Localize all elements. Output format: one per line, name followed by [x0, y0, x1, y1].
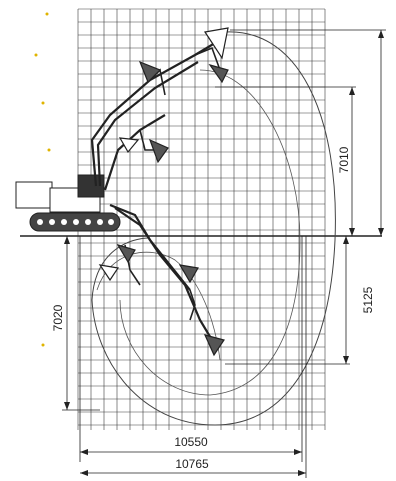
bucket-lower	[98, 243, 225, 357]
dig-arc	[96, 251, 221, 361]
dimension-max-digging-height	[230, 29, 386, 236]
dimension-max-dump-height	[215, 86, 356, 236]
excavator-body	[15, 174, 121, 232]
max-digging-depth-label: 5125	[361, 286, 375, 313]
marker-dots	[34, 12, 51, 347]
dimension-max-reach	[80, 236, 307, 478]
outer-reach-envelope	[91, 31, 336, 426]
inner-reach-envelope	[119, 69, 301, 396]
dimension-max-vertical-wall-depth	[62, 236, 100, 411]
max-reach-at-ground-label: 10550	[174, 435, 208, 449]
cab	[15, 181, 53, 209]
max-digging-height-label: 9065	[393, 124, 396, 151]
max-dump-height-label: 7010	[337, 146, 351, 173]
bucket-upper	[118, 27, 229, 164]
boom-lower	[109, 203, 216, 346]
max-vertical-wall-depth-label: 7020	[51, 304, 65, 331]
cab-block	[77, 174, 105, 198]
dimension-max-reach-at-ground	[79, 236, 303, 462]
dimension-max-digging-depth	[225, 236, 350, 365]
max-reach-label: 10765	[175, 457, 209, 471]
track-rollers	[37, 219, 114, 225]
